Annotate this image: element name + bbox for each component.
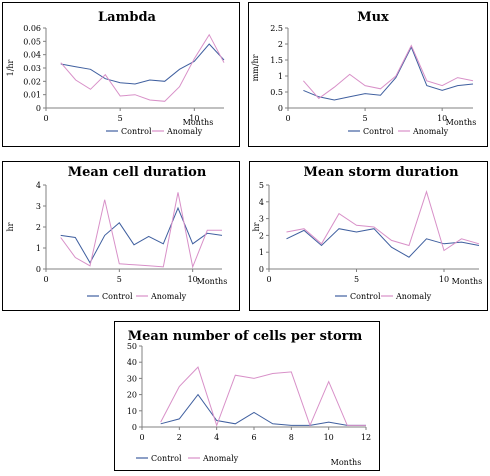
y-tick-label: 2: [259, 231, 264, 240]
series-line-control: [60, 206, 223, 264]
y-tick-label: 0.05: [23, 37, 41, 46]
y-axis-label: mm/hr: [251, 54, 260, 81]
y-tick-label: 0.02: [23, 77, 41, 86]
chart-frame: [249, 161, 488, 311]
x-tick-label: 4: [214, 433, 219, 442]
y-tick-label: 0.03: [23, 64, 41, 73]
series-line-control: [160, 393, 366, 426]
y-axis-label: 1/hr: [6, 59, 15, 76]
legend-label-anomaly: Anomaly: [166, 127, 203, 136]
y-tick-label: 1: [36, 244, 41, 253]
chart-frame: [2, 2, 240, 147]
x-tick-label: 5: [118, 114, 123, 123]
chart-panel-mean-cells-per-storm: Mean number of cells per storm 0 10 20 30 40 5…: [114, 321, 380, 471]
x-tick-label: 8: [289, 433, 294, 442]
x-tick-label: 5: [363, 114, 368, 123]
chart-panel-mean-cell-duration: Mean cell duration 0 1 2 3 4 0 5 10 hr Months Contr…: [2, 161, 240, 311]
x-tick-label: 0: [43, 275, 48, 284]
legend-label-anomaly: Anomaly: [395, 292, 432, 301]
x-tick-label: 0: [285, 114, 290, 123]
legend-label-control: Control: [363, 127, 394, 136]
y-tick-label: 0: [36, 104, 41, 113]
y-tick-label: 20: [127, 391, 137, 400]
y-tick-label: 4: [36, 181, 41, 190]
chart-svg-mean-cells-per-storm: Mean number of cells per storm0102030405…: [114, 321, 380, 471]
y-tick-label: 1.5: [270, 56, 283, 65]
y-tick-label: 3: [36, 202, 41, 211]
series-line-anomaly: [160, 366, 366, 427]
chart-svg-mean-storm-duration: Mean storm duration 0 1 2 3 4 5 0 5 10 hr Months Con…: [249, 161, 488, 311]
y-axis-label: hr: [6, 222, 15, 231]
y-tick-label: 10: [127, 407, 137, 416]
chart-svg-lambda: Lambda 0 0.01 0.02 0.03 0.04 0.05 0.06 0 5 10 1/hr M…: [2, 2, 240, 147]
x-tick-label: 0: [43, 114, 48, 123]
y-tick-label: 0: [278, 104, 283, 113]
x-tick-label: 10: [188, 275, 198, 284]
y-tick-label: 0: [259, 265, 264, 274]
series-line-anomaly: [286, 190, 480, 252]
legend-label-anomaly: Anomaly: [412, 127, 449, 136]
y-axis-label: hr: [252, 222, 261, 231]
legend-label-anomaly: Anomaly: [202, 454, 239, 463]
y-tick-label: 30: [127, 374, 137, 383]
chart-title: Mean cell duration: [68, 165, 207, 180]
chart-title: Mean number of cells per storm: [128, 329, 363, 344]
y-tick-label: 2: [278, 40, 283, 49]
y-tick-label: 0: [132, 423, 137, 432]
chart-panel-lambda: Lambda 0 0.01 0.02 0.03 0.04 0.05 0.06 0 5 10 1/hr M…: [2, 2, 240, 147]
legend-label-control: Control: [121, 127, 152, 136]
y-tick-label: 50: [127, 342, 137, 351]
chart-frame: [2, 161, 240, 311]
y-tick-label: 0.06: [23, 24, 41, 33]
chart-frame: [114, 321, 380, 471]
x-tick-label: 5: [117, 275, 122, 284]
chart-frame: [248, 2, 488, 147]
series-line-control: [286, 228, 480, 258]
chart-svg-mean-cell-duration: Mean cell duration 0 1 2 3 4 0 5 10 hr Months Contr…: [2, 161, 240, 311]
legend-label-control: Control: [151, 454, 182, 463]
x-tick-label: 6: [251, 433, 256, 442]
series-line-anomaly: [303, 44, 474, 100]
x-axis-label: Months: [446, 118, 477, 127]
y-tick-label: 1: [259, 248, 264, 257]
chart-title: Mux: [357, 10, 389, 25]
chart-panel-mux: Mux 0 0.5 1 1.5 2 2.5 0 5 10 mm/hr Months Control Ano…: [248, 2, 488, 147]
y-tick-label: 0.5: [270, 88, 283, 97]
series-line-anomaly: [60, 192, 222, 269]
legend-label-anomaly: Anomaly: [150, 292, 187, 301]
y-tick-label: 1: [278, 72, 283, 81]
legend-label-control: Control: [102, 292, 133, 301]
y-tick-label: 0.01: [23, 91, 41, 100]
y-tick-label: 3: [259, 215, 264, 224]
x-tick-label: 5: [354, 275, 359, 284]
x-tick-label: 12: [361, 433, 371, 442]
y-tick-label: 0: [36, 265, 41, 274]
series-line-control: [303, 45, 474, 101]
chart-svg-mux: Mux 0 0.5 1 1.5 2 2.5 0 5 10 mm/hr Months Control Ano…: [248, 2, 488, 147]
chart-title: Mean storm duration: [303, 165, 459, 180]
series-line-control: [60, 43, 225, 85]
y-tick-label: 5: [259, 181, 264, 190]
x-axis-label: Months: [331, 458, 362, 467]
y-tick-label: 0.04: [23, 51, 41, 60]
y-tick-label: 2: [36, 223, 41, 232]
x-tick-label: 10: [439, 275, 449, 284]
chart-title: Lambda: [98, 10, 156, 25]
y-tick-label: 4: [259, 198, 264, 207]
x-tick-label: 0: [139, 433, 144, 442]
series-line-anomaly: [60, 33, 225, 102]
x-tick-label: 10: [189, 114, 199, 123]
x-axis-label: Months: [452, 277, 483, 286]
x-tick-label: 0: [266, 275, 271, 284]
legend-label-control: Control: [350, 292, 381, 301]
y-tick-label: 2.5: [270, 24, 283, 33]
x-tick-label: 2: [177, 433, 182, 442]
x-axis-label: Months: [183, 118, 214, 127]
x-axis-label: Months: [197, 277, 228, 286]
y-tick-label: 40: [127, 358, 137, 367]
x-tick-label: 10: [324, 433, 334, 442]
x-tick-label: 10: [437, 114, 447, 123]
chart-panel-mean-storm-duration: Mean storm duration 0 1 2 3 4 5 0 5 10 hr Months Con…: [249, 161, 488, 311]
